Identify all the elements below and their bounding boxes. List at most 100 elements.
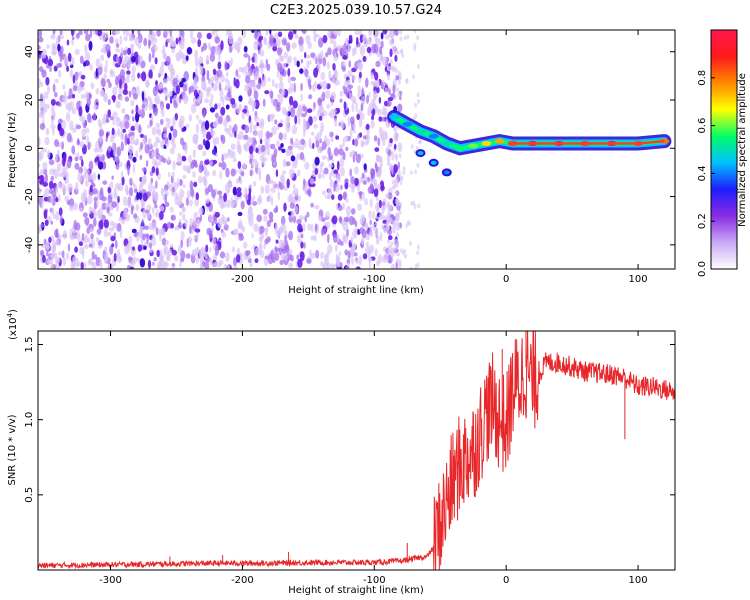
noise-blob: [399, 36, 403, 42]
noise-blob: [200, 46, 204, 53]
noise-blob: [210, 31, 215, 36]
noise-blob: [111, 175, 114, 180]
noise-blob: [294, 142, 298, 148]
noise-blob: [349, 116, 355, 125]
noise-blob: [148, 222, 153, 231]
noise-blob: [306, 258, 312, 264]
noise-blob: [119, 35, 123, 45]
noise-blob: [399, 248, 403, 254]
noise-blob: [341, 65, 346, 72]
noise-blob: [144, 225, 149, 230]
noise-blob: [360, 214, 366, 223]
noise-blob: [275, 37, 281, 48]
noise-blob: [218, 115, 223, 125]
noise-blob: [192, 171, 196, 178]
noise-blob: [395, 261, 399, 269]
noise-blob: [97, 173, 101, 180]
noise-blob: [269, 30, 272, 35]
noise-blob: [135, 104, 139, 115]
noise-blob: [84, 217, 90, 226]
noise-blob: [141, 91, 145, 102]
noise-blob: [217, 218, 223, 229]
noise-blob: [183, 94, 189, 105]
noise-blob: [249, 169, 253, 177]
noise-blob: [206, 32, 212, 40]
noise-blob: [88, 174, 92, 181]
noise-blob: [109, 135, 115, 143]
noise-blob: [46, 259, 51, 265]
noise-blob: [348, 215, 355, 226]
noise-blob: [115, 100, 121, 109]
noise-blob: [391, 92, 396, 99]
noise-blob: [395, 213, 400, 221]
noise-blob: [116, 146, 122, 157]
noise-blob: [38, 189, 42, 195]
noise-blob: [243, 162, 247, 169]
noise-blob: [106, 131, 109, 139]
noise-blob: [394, 153, 398, 159]
noise-blob: [393, 45, 397, 51]
noise-blob: [51, 42, 57, 51]
noise-blob: [228, 43, 233, 53]
noise-blob: [345, 146, 349, 152]
noise-blob: [282, 158, 286, 168]
noise-blob: [182, 174, 187, 180]
noise-blob: [74, 48, 80, 56]
noise-blob: [206, 69, 210, 81]
noise-blob: [103, 92, 108, 103]
noise-blob: [228, 87, 231, 98]
noise-blob: [99, 259, 103, 269]
noise-blob: [228, 132, 234, 138]
noise-blob: [414, 169, 418, 175]
noise-blob: [55, 211, 60, 221]
noise-blob: [193, 216, 196, 226]
noise-blob: [278, 181, 282, 188]
noise-blob: [111, 142, 115, 151]
noise-blob: [340, 184, 343, 191]
noise-blob: [327, 244, 333, 254]
noise-blob: [58, 194, 61, 203]
noise-blob: [88, 160, 94, 171]
noise-blob: [263, 243, 267, 250]
noise-blob: [96, 30, 103, 37]
noise-blob: [260, 67, 264, 75]
noise-blob: [244, 65, 248, 73]
noise-blob: [362, 253, 368, 260]
noise-blob: [260, 185, 265, 195]
noise-blob: [216, 69, 223, 78]
noise-blob: [267, 77, 271, 82]
noise-blob: [58, 207, 63, 216]
noise-blob: [221, 161, 227, 171]
signal-track-point: [494, 138, 505, 144]
noise-blob: [304, 51, 307, 59]
noise-blob: [84, 30, 89, 35]
noise-blob: [318, 115, 323, 121]
noise-blob: [300, 241, 304, 249]
noise-blob: [225, 104, 230, 110]
noise-blob: [204, 198, 210, 204]
noise-blob: [254, 40, 260, 46]
noise-blob: [253, 90, 259, 100]
noise-blob: [380, 32, 384, 40]
noise-blob: [323, 262, 329, 269]
noise-blob: [152, 185, 156, 191]
noise-blob: [338, 144, 343, 149]
noise-blob: [202, 108, 206, 119]
noise-blob: [74, 162, 80, 170]
noise-blob: [105, 202, 111, 209]
noise-blob: [344, 178, 349, 183]
noise-blob: [380, 40, 384, 49]
noise-blob: [41, 243, 46, 248]
snr-panel: -300 -200 -100 0 100 0.5 1.0 1.5 Height of str…: [6, 309, 676, 596]
noise-blob: [349, 168, 353, 177]
noise-blob: [320, 161, 325, 168]
noise-blob: [114, 38, 119, 45]
noise-blob: [72, 85, 78, 92]
noise-blob: [103, 65, 108, 74]
noise-blob: [259, 49, 265, 57]
spectrogram-heatmap: [38, 30, 672, 269]
noise-blob: [179, 211, 183, 216]
spectrogram-x-label: Height of straight line (km): [288, 285, 424, 296]
noise-blob: [99, 187, 104, 197]
noise-blob: [133, 213, 138, 219]
